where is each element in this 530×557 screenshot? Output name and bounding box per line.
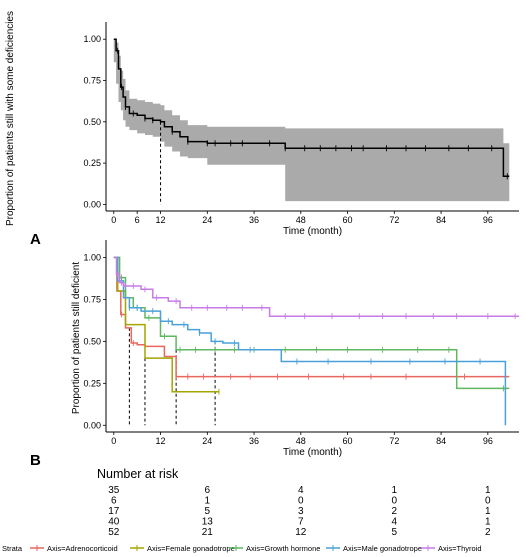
legend-item: Axis=Growth hormone: [229, 544, 320, 553]
risk-table-cell: 6: [205, 485, 211, 496]
x-tick-label: 60: [343, 436, 353, 446]
x-tick-label: 72: [389, 215, 399, 225]
panel-label: A: [30, 231, 41, 248]
x-tick-label: 24: [202, 436, 212, 446]
risk-table-cell: 4: [392, 517, 398, 528]
x-tick-label: 60: [343, 215, 353, 225]
risk-table-cell: 52: [108, 527, 120, 538]
risk-table-cell: 0: [298, 496, 304, 507]
x-tick-label: 6: [135, 215, 140, 225]
risk-table-cell: 35: [108, 485, 120, 496]
risk-table-cell: 1: [392, 485, 398, 496]
panel-a-overall-survival: 0 6 12 24 36 48 60 72 84 96 0.00 0.25 0.50 0.75 1.00 Ti…: [5, 11, 519, 248]
x-tick-label: 96: [483, 215, 493, 225]
risk-table-cell: 1: [485, 506, 491, 517]
risk-table-cell: 6: [111, 496, 117, 507]
survival-curve-line: [113, 256, 507, 426]
x-tick-label: 84: [436, 436, 446, 446]
legend-label: Axis=Female gonadotrope: [147, 544, 235, 553]
risk-table-cell: 13: [202, 517, 214, 528]
x-tick-label: 0: [111, 215, 116, 225]
risk-table-title: Number at risk: [97, 467, 179, 481]
y-tick-label: 0.25: [83, 158, 101, 168]
risk-table-cell: 1: [205, 496, 211, 507]
y-tick-label: 0.25: [83, 378, 101, 388]
strata-legend: Strata Axis=Adrenocorticoid Axis=Female go…: [2, 544, 482, 553]
x-tick-label: 12: [156, 215, 166, 225]
legend-item: Axis=Male gonadotrope: [326, 544, 422, 553]
x-axis-label: Time (month): [283, 226, 342, 237]
risk-table-cell: 0: [392, 496, 398, 507]
x-tick-label: 0: [111, 436, 116, 446]
x-tick-label: 24: [202, 215, 212, 225]
risk-table-cell: 7: [298, 517, 304, 528]
legend-item: Axis=Adrenocorticoid: [30, 544, 118, 553]
x-tick-label: 12: [156, 436, 166, 446]
risk-table-cell: 3: [298, 506, 304, 517]
y-axis-label: Proportion of patients still with some d…: [5, 11, 16, 226]
risk-table-cell: 12: [295, 527, 307, 538]
y-axis-label: Proportion of patients still deficient: [71, 262, 82, 415]
legend-label: Axis=Growth hormone: [246, 544, 320, 553]
y-tick-label: 0.75: [83, 294, 101, 304]
legend-label: Axis=Male gonadotrope: [343, 544, 422, 553]
y-tick-label: 0.50: [83, 117, 101, 127]
series-0: [113, 38, 510, 180]
panel-label: B: [30, 452, 41, 469]
y-tick-label: 1.00: [83, 34, 101, 44]
risk-table-cell: 2: [485, 527, 491, 538]
risk-table-cell: 40: [108, 517, 120, 528]
x-tick-label: 72: [389, 436, 399, 446]
survival-curve-line: [113, 256, 519, 317]
risk-table-cell: 1: [485, 485, 491, 496]
y-tick-label: 0.00: [83, 420, 101, 430]
legend-title: Strata: [2, 544, 23, 553]
x-tick-label: 48: [296, 436, 306, 446]
panel-b-survival-by-axis: 0 12 24 36 48 60 72 84 96 0.00 0.25 0.50 0.75 1.00 Tim…: [30, 240, 519, 469]
legend-item: Axis=Female gonadotrope: [130, 544, 235, 553]
series-3: [113, 256, 507, 426]
y-tick-label: 1.00: [83, 252, 101, 262]
series-2: [113, 256, 510, 392]
x-tick-label: 48: [296, 215, 306, 225]
risk-table-cell: 2: [392, 506, 398, 517]
y-tick-label: 0.75: [83, 76, 101, 86]
legend-label: Axis=Thyroid: [438, 544, 482, 553]
risk-table-cell: 17: [108, 506, 120, 517]
series-4: [113, 256, 519, 320]
risk-table-cell: 4: [298, 485, 304, 496]
y-tick-label: 0.00: [83, 199, 101, 209]
x-tick-label: 36: [249, 436, 259, 446]
survival-curve-line: [113, 256, 510, 378]
survival-curve-line: [113, 256, 510, 390]
risk-table-cell: 21: [202, 527, 214, 538]
risk-table-cell: 5: [392, 527, 398, 538]
x-tick-label: 96: [483, 436, 493, 446]
risk-table-cell: 0: [485, 496, 491, 507]
y-tick-label: 0.50: [83, 336, 101, 346]
legend-label: Axis=Adrenocorticoid: [47, 544, 118, 553]
risk-table-cell: 1: [485, 517, 491, 528]
x-tick-label: 84: [436, 215, 446, 225]
risk-table-cell: 5: [205, 506, 211, 517]
x-axis-label: Time (month): [283, 447, 342, 458]
x-tick-label: 36: [249, 215, 259, 225]
survival-curve-line: [113, 256, 219, 393]
legend-item: Axis=Thyroid: [421, 544, 482, 553]
confidence-band: [113, 39, 510, 202]
